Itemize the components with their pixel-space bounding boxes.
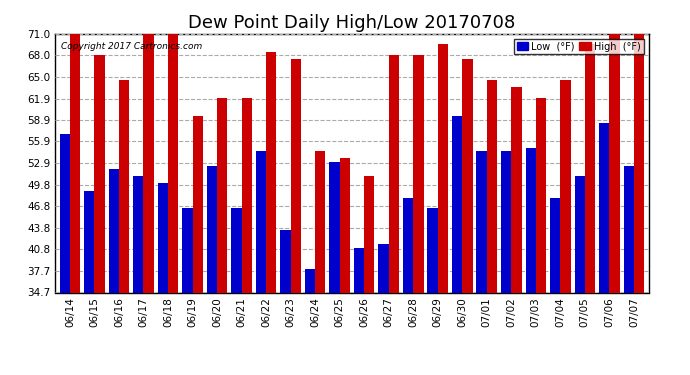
Bar <box>207 166 217 292</box>
Bar <box>437 45 448 292</box>
Bar <box>305 269 315 292</box>
Bar <box>70 34 80 292</box>
Bar <box>217 98 227 292</box>
Bar <box>452 116 462 292</box>
Bar <box>119 80 129 292</box>
Bar <box>388 55 399 292</box>
Bar <box>95 55 105 292</box>
Bar <box>329 162 339 292</box>
Bar <box>182 209 193 292</box>
Bar <box>599 123 609 292</box>
Bar <box>266 52 277 292</box>
Bar <box>526 148 536 292</box>
Bar <box>624 166 634 292</box>
Bar <box>486 80 497 292</box>
Bar <box>108 169 119 292</box>
Bar <box>634 34 644 292</box>
Bar <box>290 59 301 292</box>
Bar <box>59 134 70 292</box>
Bar <box>168 34 178 292</box>
Bar <box>403 198 413 292</box>
Bar <box>585 45 595 292</box>
Bar <box>560 80 571 292</box>
Bar <box>158 183 168 292</box>
Bar <box>364 176 375 292</box>
Bar <box>550 198 560 292</box>
Bar <box>133 176 144 292</box>
Title: Dew Point Daily High/Low 20170708: Dew Point Daily High/Low 20170708 <box>188 14 515 32</box>
Bar <box>354 248 364 292</box>
Bar <box>536 98 546 292</box>
Bar <box>339 159 350 292</box>
Bar <box>575 176 585 292</box>
Bar <box>511 87 522 292</box>
Text: Copyright 2017 Cartronics.com: Copyright 2017 Cartronics.com <box>61 42 202 51</box>
Bar <box>315 152 326 292</box>
Bar <box>241 98 252 292</box>
Legend: Low  (°F), High  (°F): Low (°F), High (°F) <box>513 39 644 54</box>
Bar <box>427 209 437 292</box>
Bar <box>462 59 473 292</box>
Bar <box>378 244 388 292</box>
Bar <box>84 190 95 292</box>
Bar <box>256 152 266 292</box>
Bar <box>231 209 241 292</box>
Bar <box>413 55 424 292</box>
Bar <box>501 152 511 292</box>
Bar <box>144 34 154 292</box>
Bar <box>609 34 620 292</box>
Bar <box>280 230 290 292</box>
Bar <box>193 116 203 292</box>
Bar <box>477 152 486 292</box>
